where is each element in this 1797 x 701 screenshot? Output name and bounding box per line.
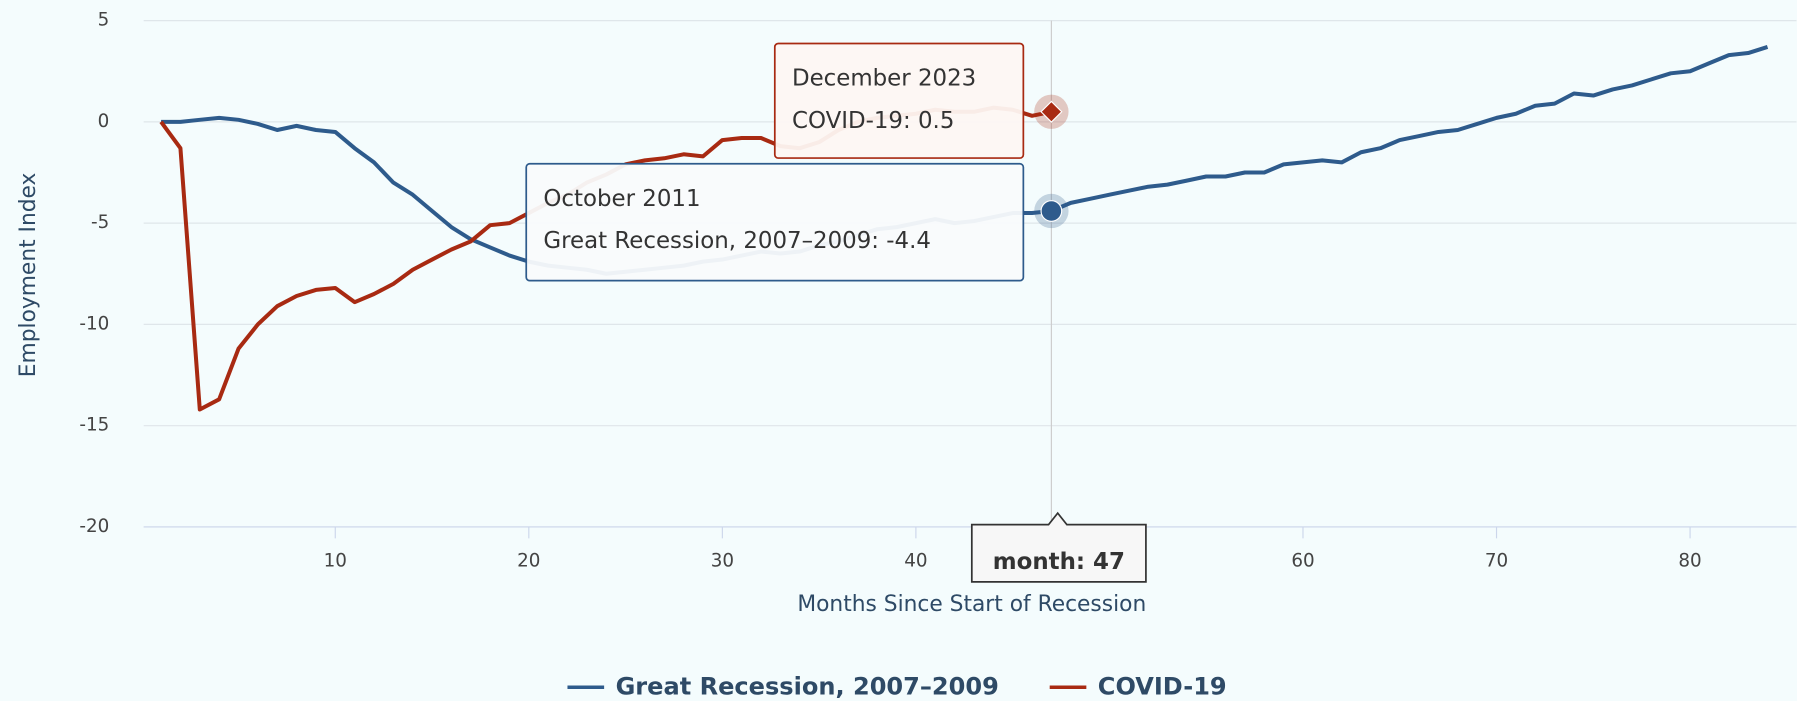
tooltip-box xyxy=(525,162,1025,282)
x-tick-label: 40 xyxy=(904,550,927,571)
y-tick-label: -10 xyxy=(79,313,109,334)
crosshair-label: month: 47 xyxy=(993,549,1125,575)
y-tick-label: 5 xyxy=(98,10,110,31)
y-axis-title: Employment Index xyxy=(16,172,41,377)
x-tick-label: 80 xyxy=(1678,550,1701,571)
x-tick-label: 30 xyxy=(711,550,734,571)
tooltip-box xyxy=(773,42,1025,159)
crosshair-label-box xyxy=(970,511,1147,583)
legend-label: Great Recession, 2007–2009 xyxy=(616,672,999,700)
tooltip-title: December 2023 xyxy=(792,66,976,92)
x-tick-label: 10 xyxy=(324,550,347,571)
tooltip-text: COVID-19: 0.5 xyxy=(792,108,954,134)
hover-marker xyxy=(1040,200,1063,222)
x-tick-label: 20 xyxy=(517,550,540,571)
hover-marker xyxy=(1040,100,1063,123)
tooltip-title: October 2011 xyxy=(543,186,700,212)
y-tick-label: -5 xyxy=(91,212,109,233)
y-tick-label: 0 xyxy=(98,111,110,132)
tooltip-text: Great Recession, 2007–2009: -4.4 xyxy=(543,228,931,254)
x-axis-title: Months Since Start of Recession xyxy=(797,592,1146,617)
x-tick-label: 70 xyxy=(1485,550,1508,571)
legend-label: COVID-19 xyxy=(1098,672,1227,700)
y-tick-label: -20 xyxy=(79,516,109,537)
y-tick-label: -15 xyxy=(79,415,109,436)
x-tick-label: 60 xyxy=(1291,550,1314,571)
